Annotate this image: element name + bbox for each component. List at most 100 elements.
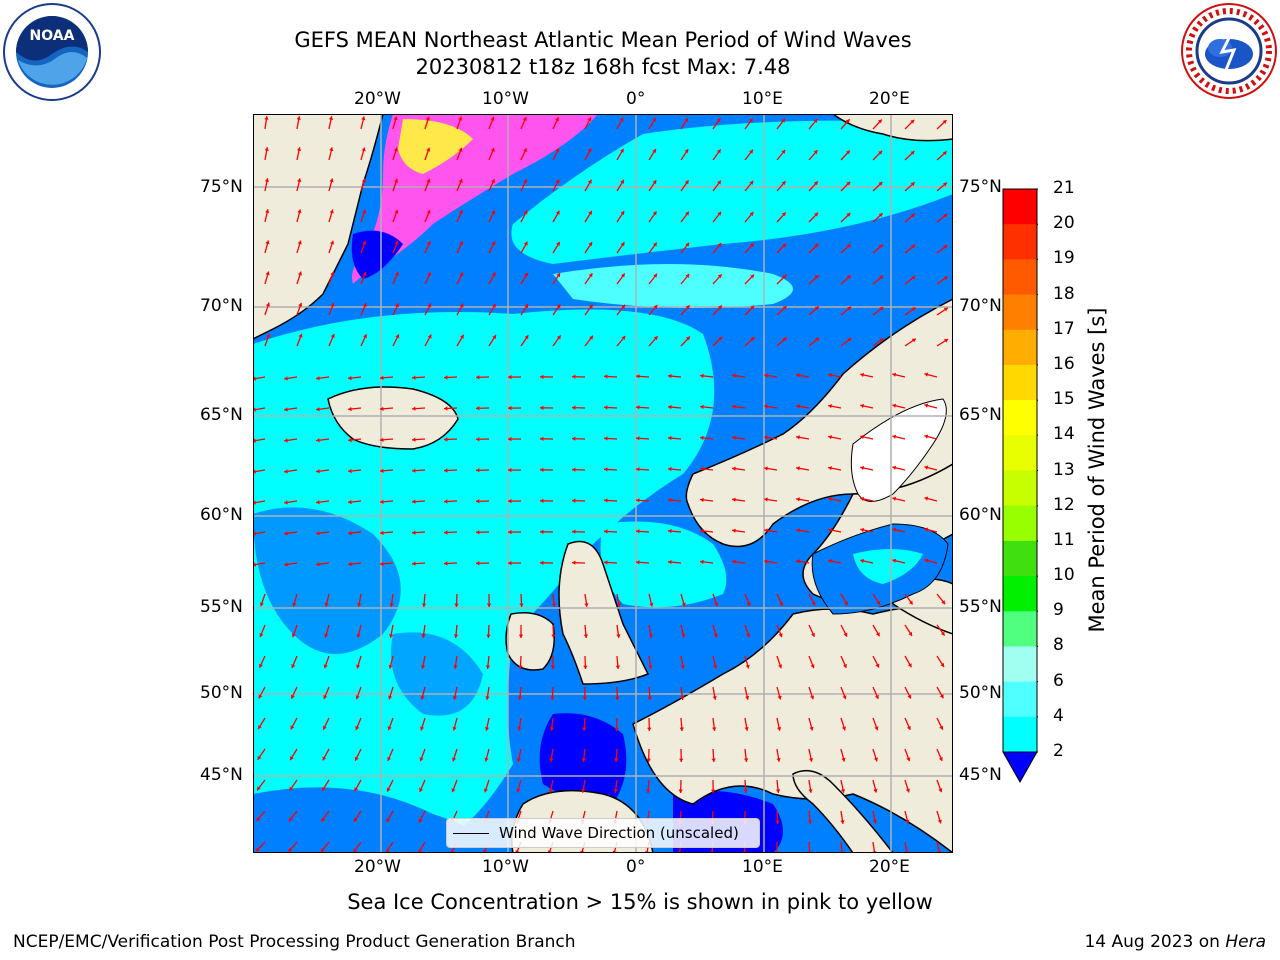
wave-arrow-head (748, 118, 753, 123)
wave-arrow-head (814, 212, 819, 217)
wave-arrow-head (828, 466, 832, 471)
wave-arrow-head (322, 725, 327, 730)
lon-tick-bottom: 20°E (869, 857, 910, 877)
wave-arrow-head (843, 663, 847, 668)
wave-arrow-head (714, 602, 719, 607)
wave-arrow-head (678, 789, 683, 793)
wave-arrow-head (646, 758, 651, 762)
wave-arrow-head (284, 376, 288, 381)
wave-arrow-head (828, 528, 832, 533)
wave-arrow-head (937, 819, 942, 824)
wave-arrow-head (362, 271, 367, 276)
wave-arrow-head (357, 603, 362, 607)
wave-field-cyan-band (553, 264, 793, 308)
wave-arrow-head (393, 147, 398, 152)
wave-arrow-head (380, 561, 384, 566)
wave-arrow-head (491, 210, 496, 215)
wave-arrow-head (718, 336, 723, 341)
wave-arrow-head (386, 787, 391, 792)
wave-arrow-head (860, 434, 864, 440)
wave-arrow-head (316, 500, 320, 505)
wave-arrow-head (508, 560, 512, 566)
colorbar-tick-label: 20 (1053, 213, 1075, 233)
sea-ice-note: Sea Ice Concentration > 15% is shown in … (347, 890, 933, 914)
wave-arrow-head (938, 788, 943, 793)
wave-arrow-head (860, 372, 864, 378)
wave-arrow-head (459, 241, 464, 246)
wave-arrow-head (649, 602, 654, 607)
colorbar-segment (1003, 681, 1037, 718)
wave-arrow-head (700, 559, 704, 565)
wave-arrow-head (652, 180, 657, 185)
wave-arrow-head (476, 530, 480, 535)
wave-arrow-head (291, 633, 296, 638)
wave-arrow-head (911, 338, 916, 343)
colorbar-segment (1003, 224, 1037, 260)
wave-arrow-head (680, 696, 685, 700)
wave-arrow-head (394, 209, 399, 214)
wave-arrow-head (648, 634, 653, 638)
wave-arrow-head (588, 210, 592, 215)
wave-arrow-head (412, 406, 416, 411)
wave-arrow-head (732, 528, 736, 533)
wave-arrow-head (323, 664, 328, 669)
wave-arrow-head (615, 696, 620, 700)
chart-subtitle-run: 20230812 t18z 168h fcst Max: 7.48 (415, 55, 791, 79)
wave-arrow-head (321, 817, 326, 822)
lon-tick-top: 10°W (482, 89, 529, 109)
wave-arrow-head (907, 663, 912, 668)
colorbar-segment (1003, 611, 1037, 648)
wave-arrow-head (892, 496, 897, 501)
wave-arrow-head (265, 271, 270, 276)
wave-arrow-head (258, 725, 262, 730)
wave-arrow-head (380, 375, 384, 380)
wave-arrow-head (811, 632, 815, 637)
wave-arrow-head (419, 757, 424, 762)
wave-arrow-head (257, 786, 261, 791)
wave-arrow-head (620, 148, 624, 153)
wave-arrow (808, 841, 811, 853)
wave-arrow-head (388, 695, 393, 700)
wave-arrow-head (316, 531, 320, 536)
wave-arrow-head (296, 116, 301, 120)
noaa-logo-text: NOAA (30, 28, 75, 44)
wave-arrow-head (486, 603, 492, 607)
wave-arrow-head (412, 468, 416, 473)
wave-arrow-head (412, 499, 416, 504)
wave-arrow-head (444, 375, 448, 380)
wave-arrow-head (476, 561, 480, 566)
wave-arrow-head (684, 180, 689, 185)
wave-arrow-head (297, 178, 302, 183)
wave-arrow-head (387, 757, 392, 761)
wave-arrow-head (942, 151, 947, 156)
wave-arrow-head (412, 375, 416, 380)
wave-arrow-head (746, 602, 751, 606)
wave-arrow-head (892, 372, 897, 377)
wave-arrow-head (924, 434, 929, 439)
graticule (253, 114, 953, 853)
wave-arrow-head (878, 182, 883, 186)
wave-arrow-head (808, 758, 814, 762)
wave-arrow-head (356, 664, 361, 669)
lon-tick-top: 20°W (354, 89, 401, 109)
wave-arrow-head (583, 665, 588, 669)
wave-arrow-head (668, 467, 672, 472)
wave-arrow-head (700, 373, 704, 379)
wave-arrow-head (653, 336, 658, 341)
land-great-britain (558, 540, 650, 685)
wave-arrow-head (476, 406, 480, 411)
wave-arrow-head (459, 272, 464, 277)
footer-branch: NCEP/EMC/Verification Post Processing Pr… (13, 932, 576, 952)
wave-arrow-head (652, 211, 657, 216)
wave-arrow-head (679, 727, 684, 731)
wave-arrow-head (322, 787, 326, 791)
wave-arrow-head (815, 337, 819, 342)
wave-arrow-head (711, 789, 716, 793)
wave-arrow-head (540, 529, 544, 534)
colorbar-tick-label: 17 (1053, 319, 1075, 339)
wave-arrow-head (588, 242, 593, 247)
wave-arrow-head (452, 757, 457, 762)
wave-arrow-head (330, 240, 335, 245)
wave-arrow-head (892, 434, 897, 439)
wave-arrow-head (476, 375, 480, 380)
